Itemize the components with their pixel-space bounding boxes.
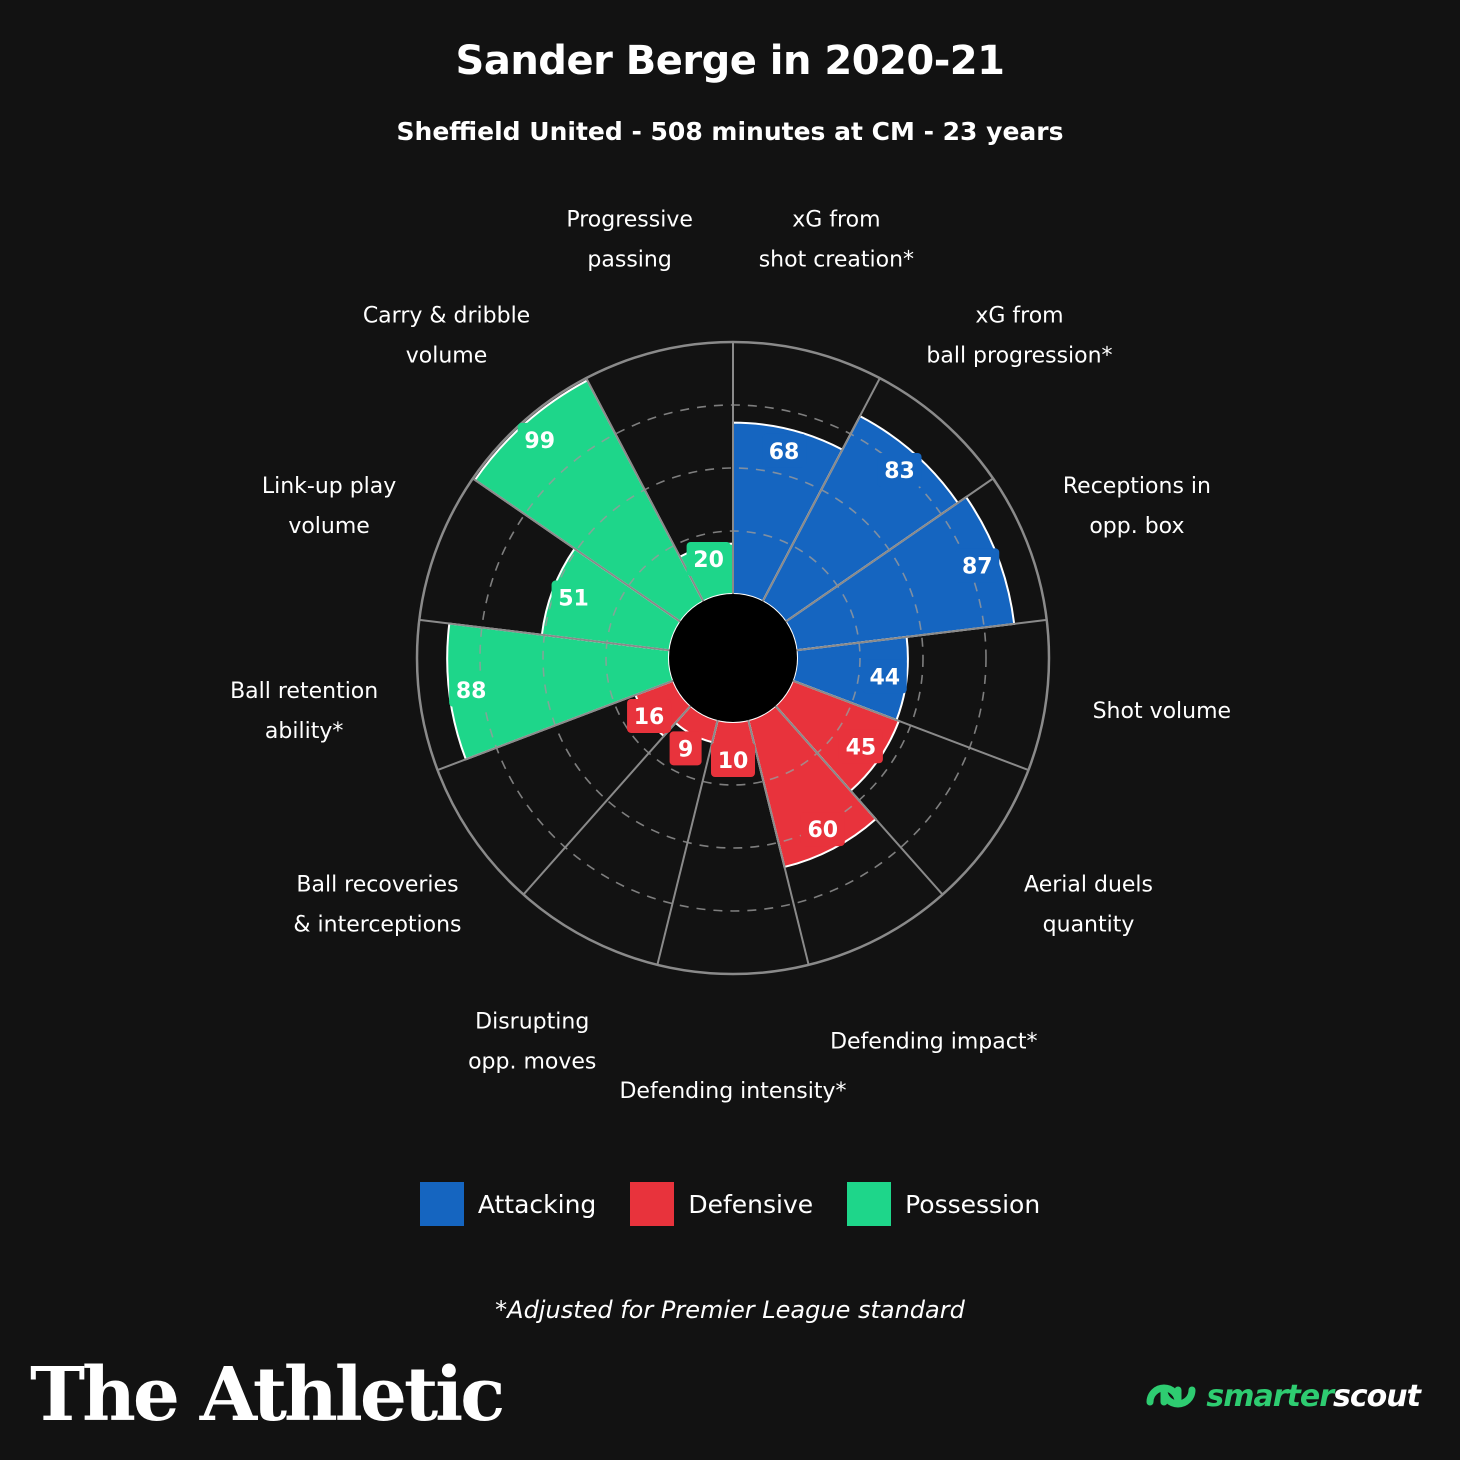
category-label-5: Defending impact*: [830, 1030, 1037, 1055]
grid-spoke-6: [747, 719, 810, 966]
category-label-0-line-0: xG from: [792, 208, 880, 233]
category-label-2-line-1: opp. box: [1089, 514, 1184, 539]
category-label-9-line-0: Ball retention: [230, 679, 378, 704]
grid-spoke-11: [472, 477, 681, 623]
grid-spoke-2: [785, 477, 994, 623]
center-hole: [669, 594, 797, 722]
category-label-4-line-1: quantity: [1043, 912, 1135, 937]
value-label-7: 9: [678, 737, 693, 762]
legend-item-defensive: Defensive: [630, 1182, 813, 1226]
legend-label-defensive: Defensive: [688, 1189, 814, 1219]
category-label-0-line-1: shot creation*: [759, 248, 914, 273]
grid-spoke-9: [437, 679, 674, 771]
category-labels-layer: xG from shot creation* xG from ball progres…: [230, 208, 1231, 1104]
legend-swatch-defensive: [630, 1182, 675, 1226]
value-label-10: 51: [558, 587, 589, 612]
category-label-10-line-1: volume: [288, 514, 370, 539]
category-label-10-line-0: Link-up play: [262, 474, 396, 499]
category-label-6-line-0: Defending intensity*: [619, 1079, 846, 1104]
value-badge-6: [711, 743, 755, 777]
value-label-12: 20: [693, 548, 724, 573]
chart-title: Sander Berge in 2020-21: [455, 38, 1005, 84]
value-label-0: 68: [769, 440, 800, 465]
category-label-4-line-0: Aerial duels: [1024, 872, 1153, 897]
value-label-9: 88: [456, 679, 487, 704]
category-label-9-line-1: ability*: [265, 719, 343, 744]
chart-subtitle: Sheffield United - 508 minutes at CM - 2…: [396, 117, 1064, 146]
partner-logo-text: smarterscout: [1206, 1378, 1421, 1414]
grid-spoke-7: [656, 719, 719, 966]
category-label-1: xG from ball progression*: [926, 304, 1112, 369]
category-label-11-line-1: volume: [406, 344, 488, 369]
partner-text-2: scout: [1333, 1378, 1421, 1414]
category-label-10: Link-up play volume: [262, 474, 396, 539]
value-badge-11: [517, 422, 562, 457]
value-badge-8: [627, 698, 672, 733]
value-badge-12: [686, 541, 731, 576]
category-label-8-line-0: Ball recoveries: [296, 872, 458, 897]
category-label-12-line-1: passing: [587, 248, 671, 273]
value-labels-layer: 68 83 87 44 45 60 10 9 16 88 51 99 20: [449, 422, 1000, 847]
partner-text-1: smarter: [1206, 1378, 1334, 1414]
grid-spoke-1: [761, 377, 881, 602]
category-label-5-line-0: Defending impact*: [830, 1030, 1037, 1055]
grid-spoke-12: [585, 377, 705, 602]
value-badge-2: [955, 548, 1000, 583]
value-badge-0: [762, 433, 807, 468]
category-label-7-line-1: opp. moves: [468, 1050, 596, 1075]
category-label-1-line-0: xG from: [975, 304, 1063, 329]
legend-item-attacking: Attacking: [419, 1182, 597, 1226]
value-label-8: 16: [634, 705, 665, 730]
category-label-12-line-0: Progressive: [566, 208, 693, 233]
category-label-11: Carry & dribble volume: [363, 304, 530, 369]
legend-item-possession: Possession: [847, 1182, 1040, 1226]
category-label-7: Disrupting opp. moves: [468, 1010, 596, 1075]
value-label-4: 45: [846, 735, 877, 760]
value-label-5: 60: [807, 818, 838, 843]
grid-ring-1: [542, 467, 924, 849]
grid-spoke-3: [796, 618, 1047, 652]
partner-logo: smarterscout: [1142, 1372, 1421, 1420]
value-label-11: 99: [524, 429, 555, 454]
category-label-2: Receptions in opp. box: [1063, 474, 1211, 539]
category-label-6: Defending intensity*: [619, 1079, 846, 1104]
category-label-4: Aerial duels quantity: [1024, 872, 1153, 937]
legend: Attacking Defensive Possession: [0, 1182, 1460, 1226]
category-label-12: Progressive passing: [566, 208, 693, 273]
value-badge-9: [449, 672, 494, 707]
category-label-7-line-0: Disrupting: [475, 1010, 589, 1035]
category-label-8-line-1: & interceptions: [293, 912, 461, 937]
grid-spoke-8: [522, 705, 692, 896]
value-badge-10: [551, 580, 596, 615]
value-label-3: 44: [869, 665, 900, 690]
legend-label-possession: Possession: [905, 1189, 1041, 1219]
value-label-2: 87: [962, 554, 993, 579]
legend-label-attacking: Attacking: [477, 1189, 597, 1219]
value-badge-3: [862, 659, 907, 694]
value-badge-4: [838, 729, 883, 764]
value-badge-5: [800, 812, 845, 847]
category-label-2-line-0: Receptions in: [1063, 474, 1211, 499]
footnote: *Adjusted for Premier League standard: [495, 1296, 965, 1324]
legend-swatch-possession: [847, 1182, 892, 1226]
legend-swatch-attacking: [419, 1182, 464, 1226]
partner-logo-icon: [1146, 1384, 1196, 1408]
brand-logo: The Athletic: [30, 1352, 505, 1438]
category-label-3: Shot volume: [1093, 699, 1232, 724]
value-badge-7: [669, 731, 702, 766]
category-label-0: xG from shot creation*: [759, 208, 914, 273]
category-label-3-line-0: Shot volume: [1093, 699, 1232, 724]
grid-spoke-10: [419, 618, 670, 652]
grid-spoke-4: [792, 679, 1029, 771]
value-label-6: 10: [718, 749, 749, 774]
grid-layer: [415, 340, 1051, 976]
value-label-1: 83: [884, 459, 915, 484]
grid-spoke-5: [774, 705, 944, 896]
category-label-1-line-1: ball progression*: [926, 344, 1112, 369]
category-label-9: Ball retention ability*: [230, 679, 378, 744]
category-label-8: Ball recoveries & interceptions: [293, 872, 461, 937]
value-badge-1: [877, 453, 922, 488]
category-label-11-line-0: Carry & dribble: [363, 304, 530, 329]
